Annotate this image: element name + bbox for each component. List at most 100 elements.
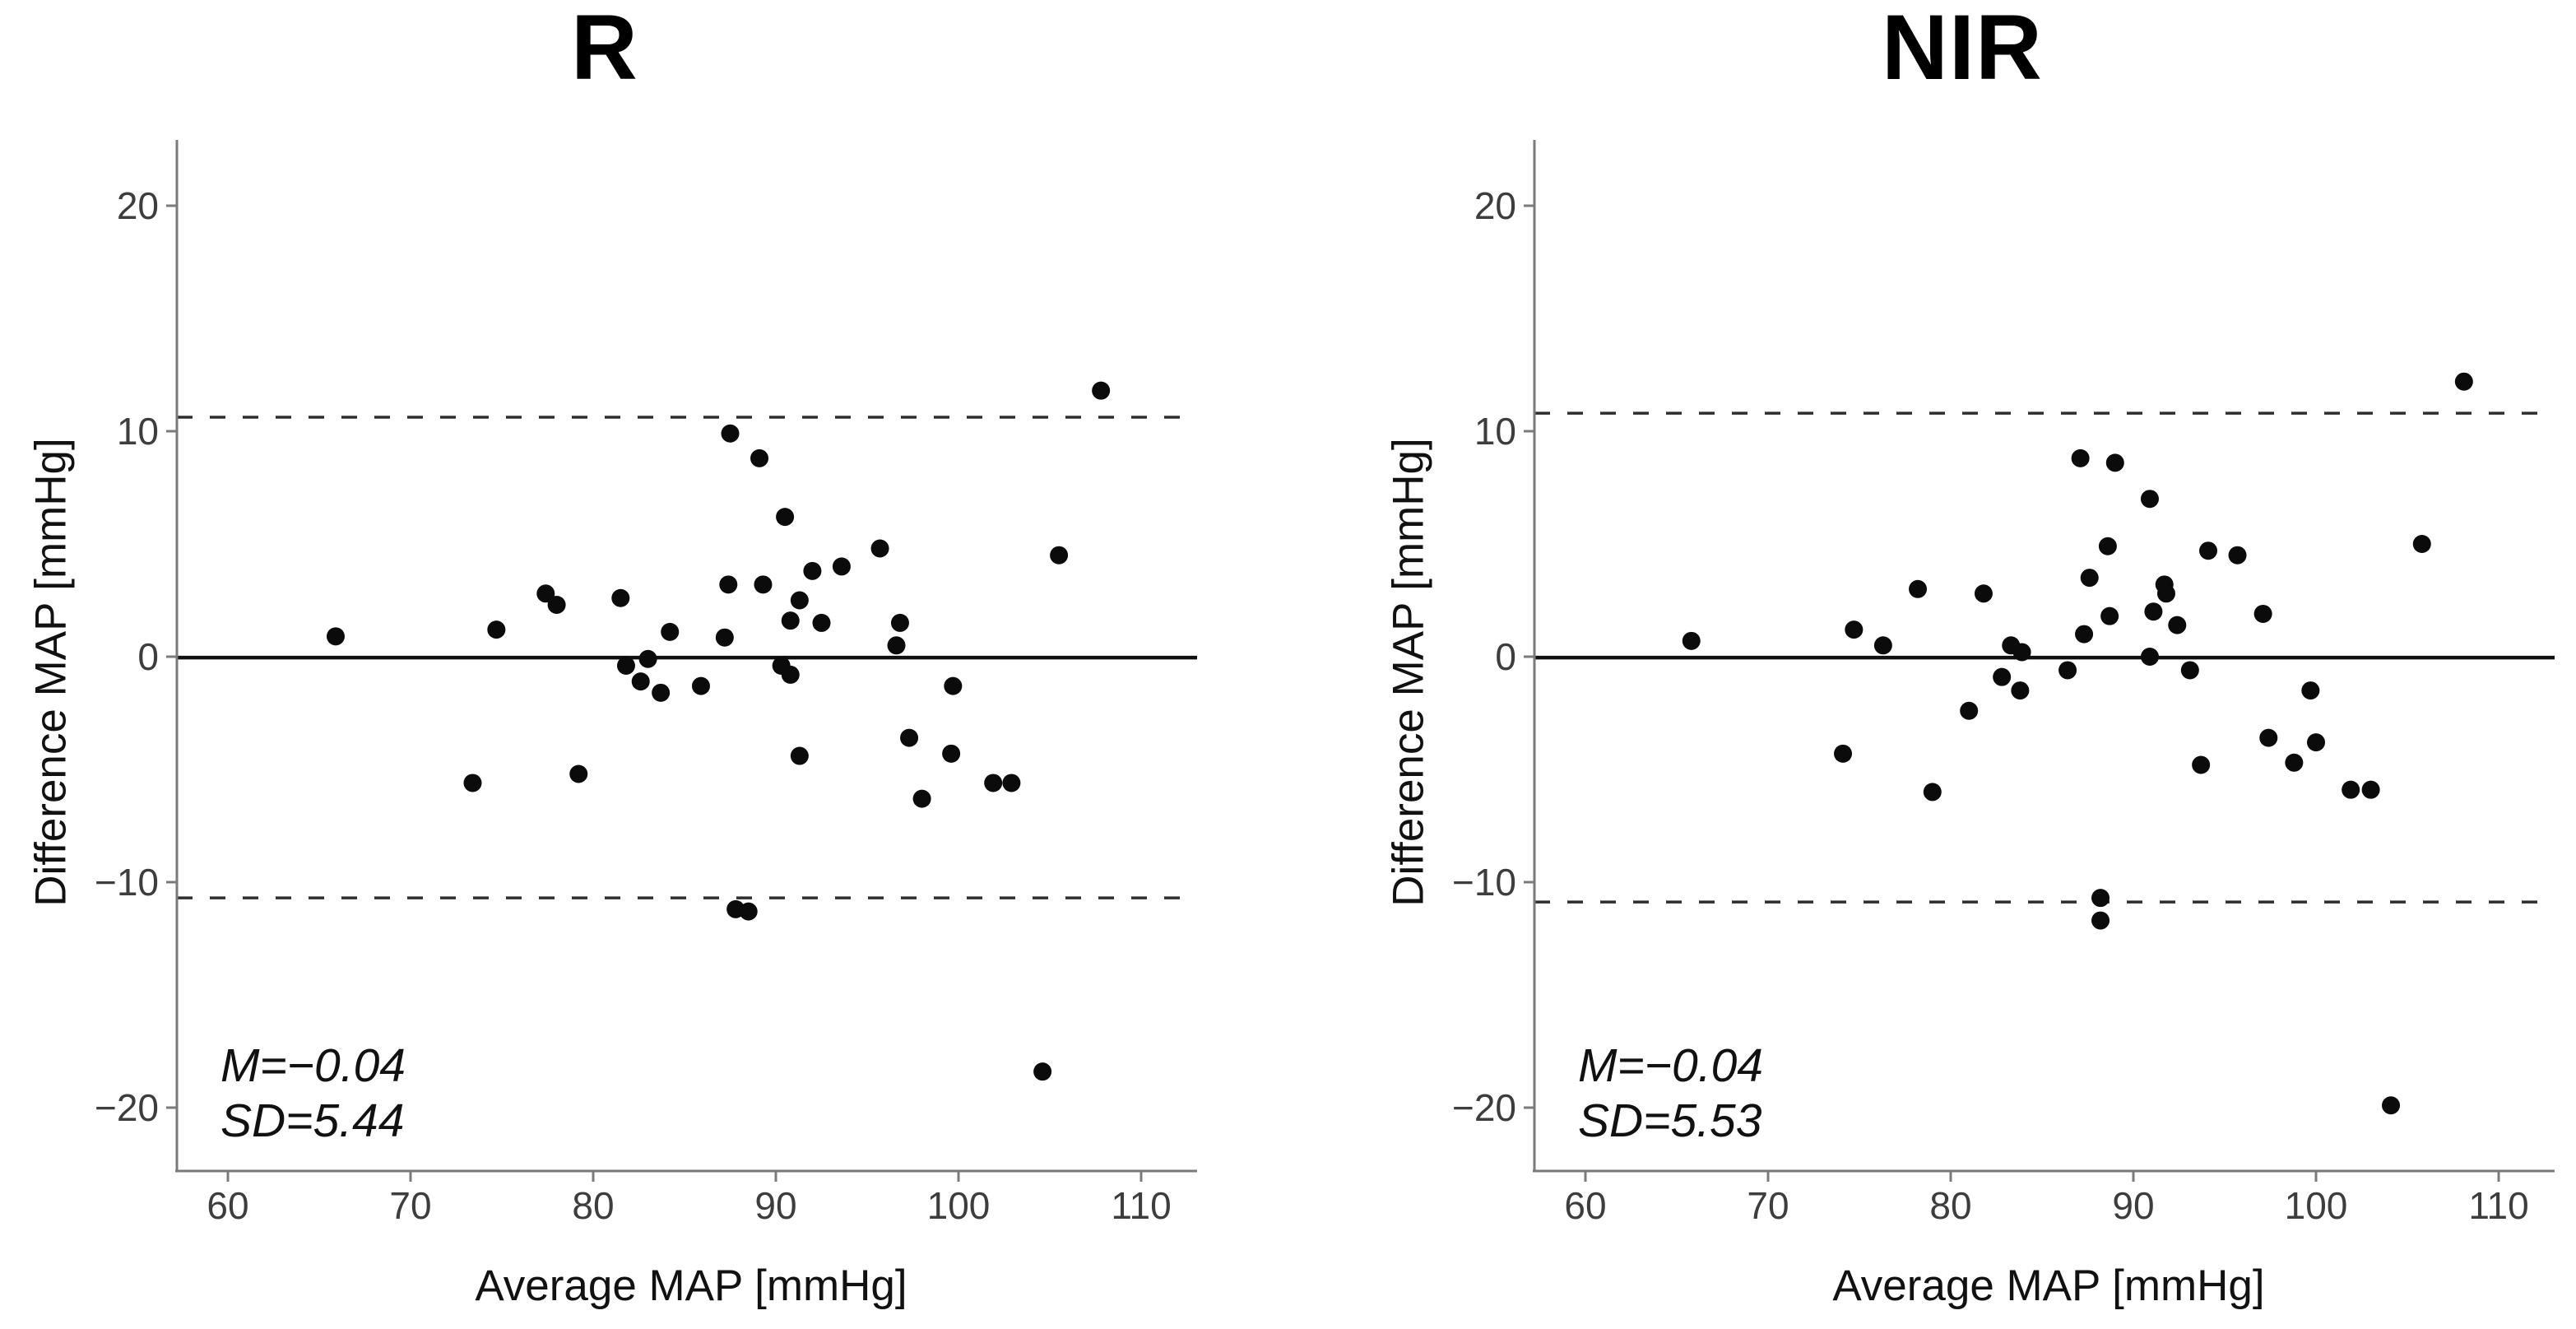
data-point (1834, 744, 1853, 763)
data-point (887, 636, 906, 655)
data-point (2100, 606, 2119, 625)
data-point (547, 595, 566, 614)
data-point (781, 665, 800, 684)
stats-annotation: M=−0.04 SD=5.53 (1578, 1039, 1763, 1149)
data-point (2058, 661, 2077, 680)
y-tick-label: 20 (117, 184, 159, 227)
data-point (2168, 616, 2187, 634)
data-point (803, 561, 822, 580)
data-point (2105, 453, 2124, 472)
data-point (1033, 1062, 1052, 1081)
data-point (536, 584, 555, 603)
x-tick-label: 110 (2468, 1184, 2528, 1227)
data-point (652, 683, 671, 702)
x-tick-label: 60 (1564, 1184, 1606, 1227)
sd-annotation: SD=5.53 (1578, 1094, 1762, 1147)
data-point (754, 575, 773, 594)
data-point (691, 676, 710, 695)
x-tick-label: 100 (2285, 1184, 2348, 1227)
data-point (611, 588, 630, 607)
data-point (638, 649, 657, 668)
data-point (832, 557, 851, 576)
mean-annotation: M=−0.04 (220, 1039, 406, 1092)
data-point (2382, 1096, 2401, 1115)
data-point (1960, 701, 1979, 720)
x-tick-label: 90 (754, 1184, 796, 1227)
data-point (2361, 780, 2380, 799)
data-point (616, 656, 635, 675)
data-point (721, 424, 740, 443)
data-point (2098, 537, 2117, 555)
data-point (2091, 889, 2110, 908)
y-tick-label: 20 (1474, 184, 1516, 227)
data-point (631, 672, 650, 691)
data-point (739, 902, 758, 921)
data-point (1092, 381, 1111, 400)
mean-annotation: M=−0.04 (1578, 1039, 1763, 1092)
data-point (890, 613, 909, 632)
x-axis-title: Average MAP [mmHg] (1832, 1262, 2265, 1310)
data-point (2454, 372, 2473, 391)
data-point (912, 789, 931, 808)
data-point (2140, 490, 2159, 509)
x-tick-label: 80 (1929, 1184, 1971, 1227)
data-point (900, 728, 919, 747)
data-point (1993, 667, 2012, 686)
data-point (2091, 911, 2110, 930)
data-point (790, 746, 809, 765)
data-point (1682, 631, 1701, 650)
stats-annotation: M=−0.04 SD=5.44 (220, 1039, 406, 1149)
data-point (781, 611, 800, 630)
data-point (2301, 681, 2320, 700)
y-tick-label: −20 (95, 1086, 159, 1129)
data-point (1909, 579, 1928, 598)
data-point (2071, 448, 2090, 467)
data-point (2080, 569, 2099, 588)
x-tick-label: 70 (1747, 1184, 1789, 1227)
data-point (2011, 681, 2030, 700)
data-point (2307, 733, 2325, 752)
y-tick-label: 0 (1495, 635, 1516, 678)
data-point (2228, 546, 2247, 565)
y-tick-label: 10 (1474, 410, 1516, 453)
data-point (715, 628, 734, 647)
data-point (2259, 728, 2278, 747)
data-point (569, 764, 588, 783)
bland-altman-chart-nir: NIR Difference MAP [mmHg] 20 10 0 −10 −20 60 7… (1358, 0, 2576, 1329)
x-tick-label: 90 (2112, 1184, 2154, 1227)
chart-title-r: R (571, 0, 638, 99)
data-point (942, 744, 961, 763)
data-point (1873, 636, 1892, 655)
data-point (2144, 602, 2163, 621)
data-point (487, 620, 506, 639)
data-point (2075, 625, 2094, 644)
chart-title-nir: NIR (1882, 0, 2043, 99)
data-point (2192, 755, 2211, 774)
data-point (719, 575, 738, 594)
data-point (2342, 780, 2360, 799)
sd-annotation: SD=5.44 (220, 1094, 405, 1147)
data-point (1923, 783, 1942, 802)
data-point (944, 676, 963, 695)
y-tick-label: −10 (95, 861, 159, 904)
data-point (2253, 604, 2272, 623)
data-point (2285, 753, 2304, 772)
data-point (1002, 774, 1021, 792)
x-axis-title: Average MAP [mmHg] (475, 1262, 907, 1310)
data-point (984, 774, 1003, 792)
data-point (870, 539, 889, 558)
y-tick-label: 0 (137, 635, 159, 678)
data-point (2199, 541, 2218, 560)
y-tick-label: −10 (1452, 861, 1516, 904)
bland-altman-chart-r: R Difference MAP [mmHg] 20 10 0 −10 −20 60 70 8… (0, 0, 1259, 1329)
x-tick-label: 100 (927, 1184, 991, 1227)
data-point (1974, 584, 1993, 603)
data-point (463, 774, 482, 792)
x-tick-label: 70 (389, 1184, 431, 1227)
data-point (2012, 643, 2031, 662)
data-point (1050, 546, 1069, 565)
data-point (790, 591, 809, 610)
